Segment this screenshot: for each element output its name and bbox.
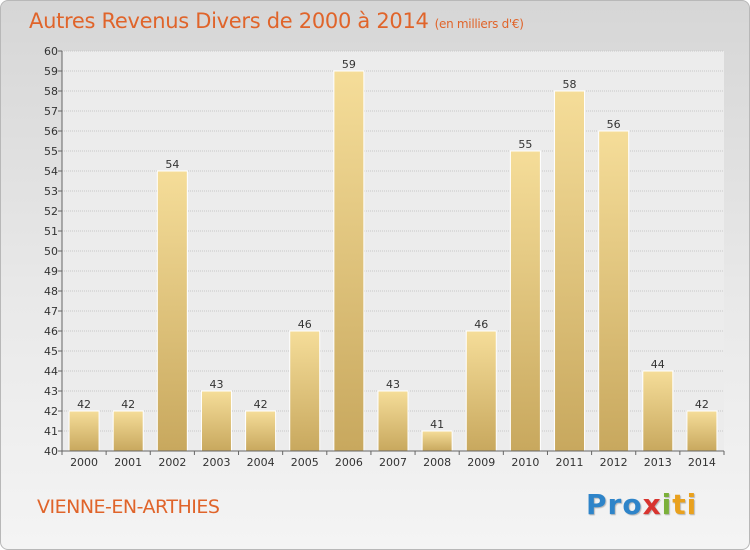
x-tick-label-2009: 2009 [467, 456, 495, 469]
chart-unit: (en milliers d'€) [434, 17, 524, 31]
x-tick-label-2011: 2011 [556, 456, 584, 469]
y-tick-label: 54 [44, 165, 58, 178]
data-label-2007: 43 [386, 378, 400, 391]
bar-2004 [245, 410, 277, 452]
bar-2012 [598, 130, 630, 452]
data-label-2014: 42 [695, 398, 709, 411]
data-label-2000: 42 [77, 398, 91, 411]
bar-2008 [421, 430, 453, 452]
x-tick-label-2004: 2004 [247, 456, 275, 469]
y-tick-label: 45 [44, 345, 58, 358]
bar-2007 [377, 390, 409, 452]
y-tick-label: 58 [44, 85, 58, 98]
x-tick-label-2014: 2014 [688, 456, 716, 469]
data-label-2009: 46 [474, 318, 488, 331]
y-tick-label: 43 [44, 385, 58, 398]
y-tick-label: 47 [44, 305, 58, 318]
bar-2006 [333, 70, 365, 452]
x-tick-label-2008: 2008 [423, 456, 451, 469]
bars: 42 42 54 43 42 46 59 43 41 46 55 58 56 44 42 [68, 58, 718, 452]
y-tick-label: 60 [44, 45, 58, 58]
bar-2009 [465, 330, 497, 452]
data-label-2006: 59 [342, 58, 356, 71]
x-tick-label-2006: 2006 [335, 456, 363, 469]
y-tick-label: 49 [44, 265, 58, 278]
x-tick-label-2010: 2010 [511, 456, 539, 469]
bar-2001 [112, 410, 144, 452]
y-tick-label: 46 [44, 325, 58, 338]
x-tick-label-2007: 2007 [379, 456, 407, 469]
bar-2000 [68, 410, 100, 452]
x-tick-label-2003: 2003 [202, 456, 230, 469]
data-label-2005: 46 [298, 318, 312, 331]
y-tick-label: 59 [44, 65, 58, 78]
data-label-2002: 54 [165, 158, 179, 171]
x-tick-label-2012: 2012 [600, 456, 628, 469]
data-label-2012: 56 [607, 118, 621, 131]
bar-2003 [200, 390, 232, 452]
x-axis-ticks: 2000 2001 2002 2003 2004 2005 2006 2007 2008 2009… [61, 451, 725, 469]
data-label-2013: 44 [651, 358, 665, 371]
y-tick-label: 56 [44, 125, 58, 138]
y-tick-label: 52 [44, 205, 58, 218]
data-label-2010: 55 [518, 138, 532, 151]
chart-title-text: Autres Revenus Divers de 2000 à 2014 [29, 9, 429, 33]
y-tick-label: 51 [44, 225, 58, 238]
data-label-2004: 42 [254, 398, 268, 411]
proxiti-logo: Proxiti [586, 488, 698, 521]
data-label-2001: 42 [121, 398, 135, 411]
y-axis-ticks: 40 41 42 43 44 45 46 47 48 49 50 51 52 53 54 55 56 57 58 59… [44, 45, 62, 458]
y-tick-label: 50 [44, 245, 58, 258]
x-tick-label-2001: 2001 [114, 456, 142, 469]
y-tick-label: 42 [44, 405, 58, 418]
data-label-2011: 58 [563, 78, 577, 91]
y-tick-label: 53 [44, 185, 58, 198]
data-label-2003: 43 [209, 378, 223, 391]
bar-2010 [509, 150, 541, 452]
bar-2011 [554, 90, 586, 452]
bar-2014 [686, 410, 718, 452]
bar-2013 [642, 370, 674, 452]
location-label: VIENNE-EN-ARTHIES [37, 496, 220, 518]
x-tick-label-2005: 2005 [291, 456, 319, 469]
bar-2005 [289, 330, 321, 452]
x-tick-label-2013: 2013 [644, 456, 672, 469]
x-tick-label-2002: 2002 [158, 456, 186, 469]
y-tick-label: 40 [44, 445, 58, 458]
y-tick-label: 57 [44, 105, 58, 118]
bar-2002 [156, 170, 188, 452]
x-tick-label-2000: 2000 [70, 456, 98, 469]
chart-title: Autres Revenus Divers de 2000 à 2014 (en … [29, 9, 524, 33]
y-tick-label: 44 [44, 365, 58, 378]
y-tick-label: 55 [44, 145, 58, 158]
y-tick-label: 48 [44, 285, 58, 298]
y-tick-label: 41 [44, 425, 58, 438]
data-label-2008: 41 [430, 418, 444, 431]
